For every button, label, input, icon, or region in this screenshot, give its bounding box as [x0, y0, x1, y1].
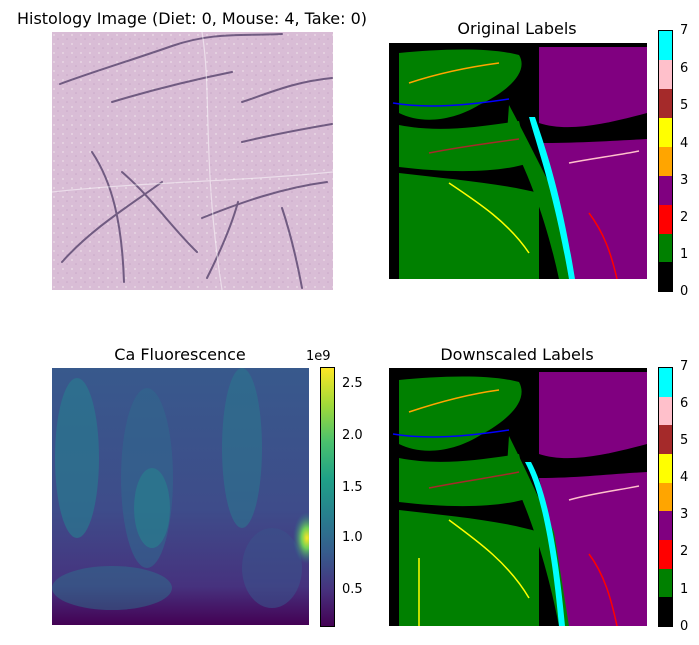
fluorescence-title: Ca Fluorescence	[114, 345, 246, 364]
colorbar-tick-label: 3	[680, 173, 689, 188]
colorbar-tick-label: 0	[680, 284, 689, 299]
fluorescence-colorbar	[320, 367, 335, 627]
colorbar-tick-label: 1	[680, 247, 689, 262]
colorbar-tick-label: 2.0	[342, 428, 363, 443]
colorbar-tick-label: 7	[680, 359, 689, 374]
colorbar-tick-label: 5	[680, 433, 689, 448]
colorbar-tick-label: 2.5	[342, 376, 363, 391]
colorbar-tick-label: 1.0	[342, 530, 363, 545]
original-labels-title: Original Labels	[457, 19, 577, 38]
histology-image	[52, 32, 333, 290]
colorbar-tick-label: 4	[680, 470, 689, 485]
histology-title: Histology Image (Diet: 0, Mouse: 4, Take…	[16, 9, 368, 28]
colorbar-tick-label: 0.5	[342, 582, 363, 597]
colorbar-tick-label: 6	[680, 396, 689, 411]
downscaled-labels-colorbar	[658, 367, 673, 627]
colorbar-tick-label: 7	[680, 23, 689, 38]
original-labels-colorbar	[658, 30, 673, 292]
downscaled-labels-title: Downscaled Labels	[440, 345, 594, 364]
colorbar-tick-label: 1.5	[342, 480, 363, 495]
colorbar-tick-label: 2	[680, 544, 689, 559]
fluorescence-image	[52, 368, 309, 625]
colorbar-tick-label: 1	[680, 582, 689, 597]
colorbar-tick-label: 5	[680, 98, 689, 113]
colorbar-tick-label: 6	[680, 61, 689, 76]
original-labels-image	[389, 43, 647, 279]
downscaled-labels-image	[389, 368, 647, 626]
fluorescence-colorbar-exponent: 1e9	[306, 349, 331, 364]
colorbar-tick-label: 2	[680, 210, 689, 225]
colorbar-tick-label: 4	[680, 136, 689, 151]
colorbar-tick-label: 0	[680, 619, 689, 634]
colorbar-tick-label: 3	[680, 507, 689, 522]
